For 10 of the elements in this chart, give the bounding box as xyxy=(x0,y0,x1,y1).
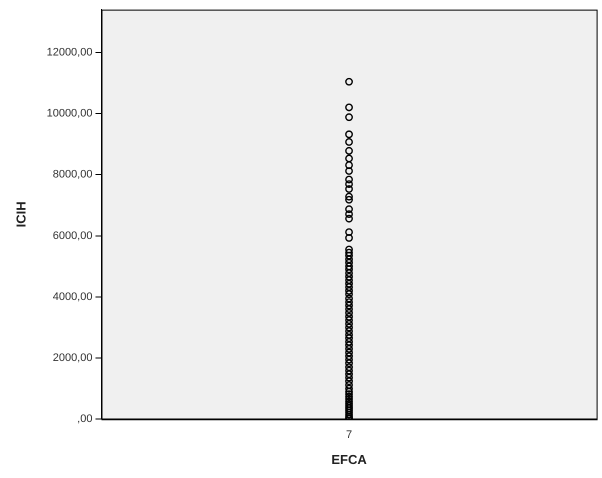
y-tick-label: 4000,00 xyxy=(52,290,92,303)
x-axis-title: EFCA xyxy=(331,452,368,467)
y-tick-label: 2000,00 xyxy=(52,352,92,364)
y-tick-label: 10000,00 xyxy=(46,108,92,120)
x-tick-label: 7 xyxy=(346,428,352,441)
y-tick-label: 6000,00 xyxy=(52,230,92,242)
y-axis-title: ICIH xyxy=(13,201,28,228)
y-tick-label: ,00 xyxy=(77,413,92,426)
y-tick-label: 8000,00 xyxy=(52,168,92,181)
y-tick-label: 12000,00 xyxy=(46,46,92,58)
